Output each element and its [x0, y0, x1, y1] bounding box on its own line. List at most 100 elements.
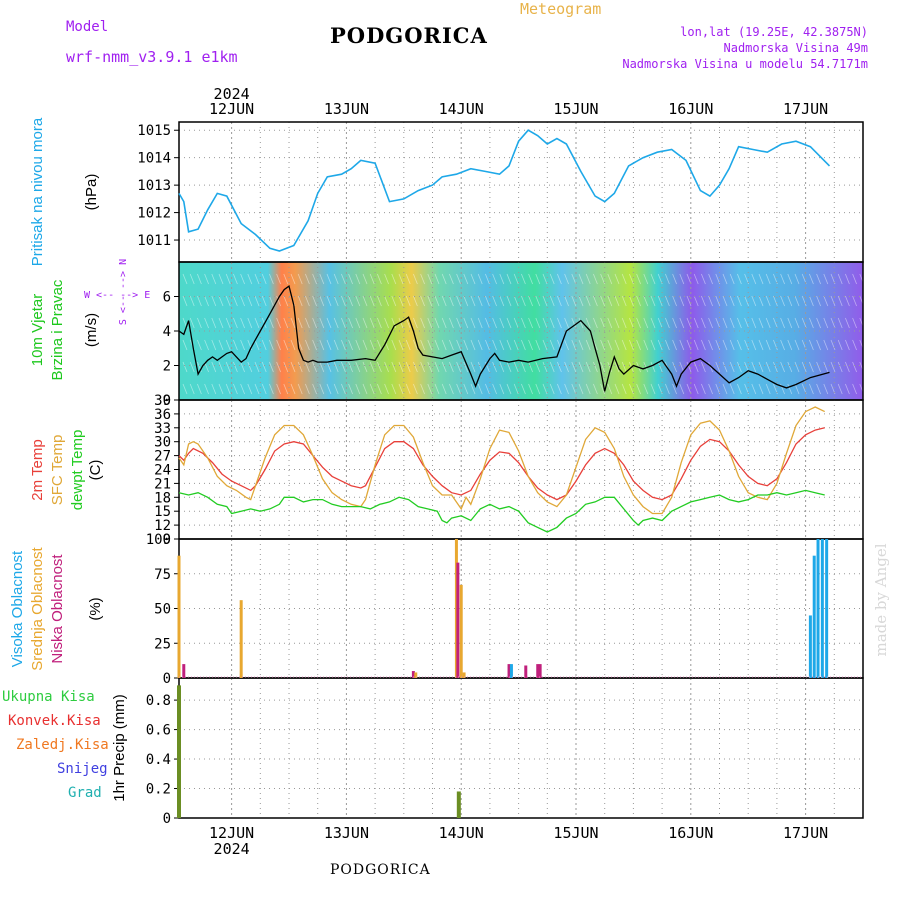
model-elevation: Nadmorska Visina u modelu 54.7171m [622, 57, 868, 71]
top-day-label: 12JUN [209, 100, 254, 118]
bottom-year-label: 2024 [214, 840, 250, 858]
bar-clouds [177, 555, 181, 678]
wind-field [179, 262, 863, 400]
ytick-label: 0.6 [146, 723, 171, 739]
wind-subtitle: Brzina i Pravac [49, 279, 66, 380]
ytick-label: 0 [163, 671, 171, 687]
model-name: wrf-nmm_v3.9.1 e1km [66, 48, 238, 66]
ytick-label: 25 [154, 636, 171, 652]
precip-title: 1hr Precip (mm) [111, 694, 128, 802]
bar-clouds [825, 539, 829, 678]
bar-clouds [816, 539, 820, 678]
ytick-label: 15 [154, 504, 171, 520]
bottom-day-label: 14JUN [439, 824, 484, 842]
panel-frame [178, 538, 864, 679]
ytick-label: 0 [163, 811, 171, 827]
top-year-label: 2024 [214, 85, 250, 103]
pressure-title: Pritisak na nivou mora [29, 117, 46, 266]
sfc-title: SFC Temp [49, 435, 66, 506]
coordinates: lon,lat (19.25E, 42.3875N) [680, 25, 868, 39]
bar-clouds [411, 671, 415, 678]
bar-clouds [812, 555, 816, 678]
page-title: PODGORICA [330, 23, 488, 48]
elevation: Nadmorska Visina 49m [723, 41, 869, 55]
ytick-label: 21 [154, 476, 171, 492]
top-day-label: 13JUN [324, 100, 369, 118]
ytick-label: 1015 [137, 123, 171, 139]
series-temperature-1 [178, 406, 825, 515]
ytick-label: 30 [154, 435, 171, 451]
bar-clouds [239, 600, 243, 678]
bottom-day-label: 12JUN [209, 824, 254, 842]
ytick-label: 0.4 [146, 752, 171, 768]
precip-legend-2: Zaledj.Kisa [16, 737, 109, 753]
bar-clouds [524, 665, 528, 678]
series-pressure-0 [178, 129, 831, 252]
ytick-label: 24 [154, 463, 171, 479]
ytick-label: 1011 [137, 233, 171, 249]
wind-vectors [182, 273, 865, 395]
top-day-label: 14JUN [439, 100, 484, 118]
ytick-label: 27 [154, 449, 171, 465]
ytick-label: 1014 [137, 151, 171, 167]
panel-pressure: 1011 1012 1013 1014 1015 [137, 121, 864, 263]
bar-clouds [182, 664, 186, 678]
panel-frame [178, 121, 864, 263]
wind-title: 10m Vjetar [29, 294, 46, 367]
panel-precip: 0 0.2 0.4 0.6 0.8 [146, 677, 864, 827]
top-day-label: 17JUN [783, 100, 828, 118]
high-cloud-title: Visoka Oblacnost [9, 550, 26, 667]
low-cloud-title: Niska Oblacnost [49, 554, 66, 664]
ytick-label: 4 [163, 324, 171, 340]
ytick-label: 50 [154, 602, 171, 618]
precip-legend-3: Snijeg [57, 761, 108, 777]
ytick-label: 33 [154, 421, 171, 437]
mid-cloud-title: Srednja Oblacnost [29, 546, 46, 670]
bottom-day-label: 13JUN [324, 824, 369, 842]
model-label: Model [66, 19, 109, 35]
ytick-label: 0.8 [146, 693, 171, 709]
ytick-label: 0.2 [146, 782, 171, 798]
ytick-label: 2 [163, 359, 171, 375]
compass-we: W <-- --> E [84, 290, 150, 301]
bar-clouds [507, 664, 511, 678]
bar-clouds [538, 664, 542, 678]
ytick-label: 18 [154, 490, 171, 506]
bar-clouds [459, 584, 463, 678]
bar-precip [177, 685, 181, 818]
top-day-label: 15JUN [553, 100, 598, 118]
series-wind-0 [178, 285, 830, 392]
cloud-unit: (%) [87, 597, 104, 620]
dewpt-title: dewpt Temp [69, 430, 86, 511]
wind-unit: (m/s) [83, 313, 100, 347]
credit-label: made by Angel [872, 543, 890, 656]
top-day-label: 16JUN [668, 100, 713, 118]
ytick-label: 39 [154, 393, 171, 409]
temp-unit: (C) [87, 460, 104, 481]
meteogram-label: Meteogram [520, 0, 602, 18]
pressure-unit: (hPa) [83, 174, 100, 211]
temp2m-title: 2m Temp [29, 439, 46, 500]
series-temperature-2 [178, 489, 825, 533]
ytick-label: 0 [163, 393, 171, 409]
bottom-day-label: 17JUN [783, 824, 828, 842]
compass-sn: S <-- --> N [118, 259, 129, 325]
ytick-label: 1012 [137, 206, 171, 222]
precip-legend-4: Grad [68, 785, 102, 801]
ytick-label: 100 [146, 532, 171, 548]
ytick-label: 1013 [137, 178, 171, 194]
bar-clouds [536, 664, 540, 678]
bar-clouds [456, 562, 460, 678]
bar-clouds [462, 672, 466, 678]
bar-clouds [820, 539, 824, 678]
ytick-label: 9 [163, 532, 171, 548]
precip-legend-0: Ukupna Kisa [2, 689, 95, 705]
ytick-label: 36 [154, 407, 171, 423]
bar-clouds [808, 615, 812, 678]
bar-precip [456, 791, 461, 818]
precip-legend-1: Konvek.Kisa [8, 713, 101, 729]
panel-frame [178, 399, 864, 540]
series-temperature-0 [178, 427, 825, 501]
